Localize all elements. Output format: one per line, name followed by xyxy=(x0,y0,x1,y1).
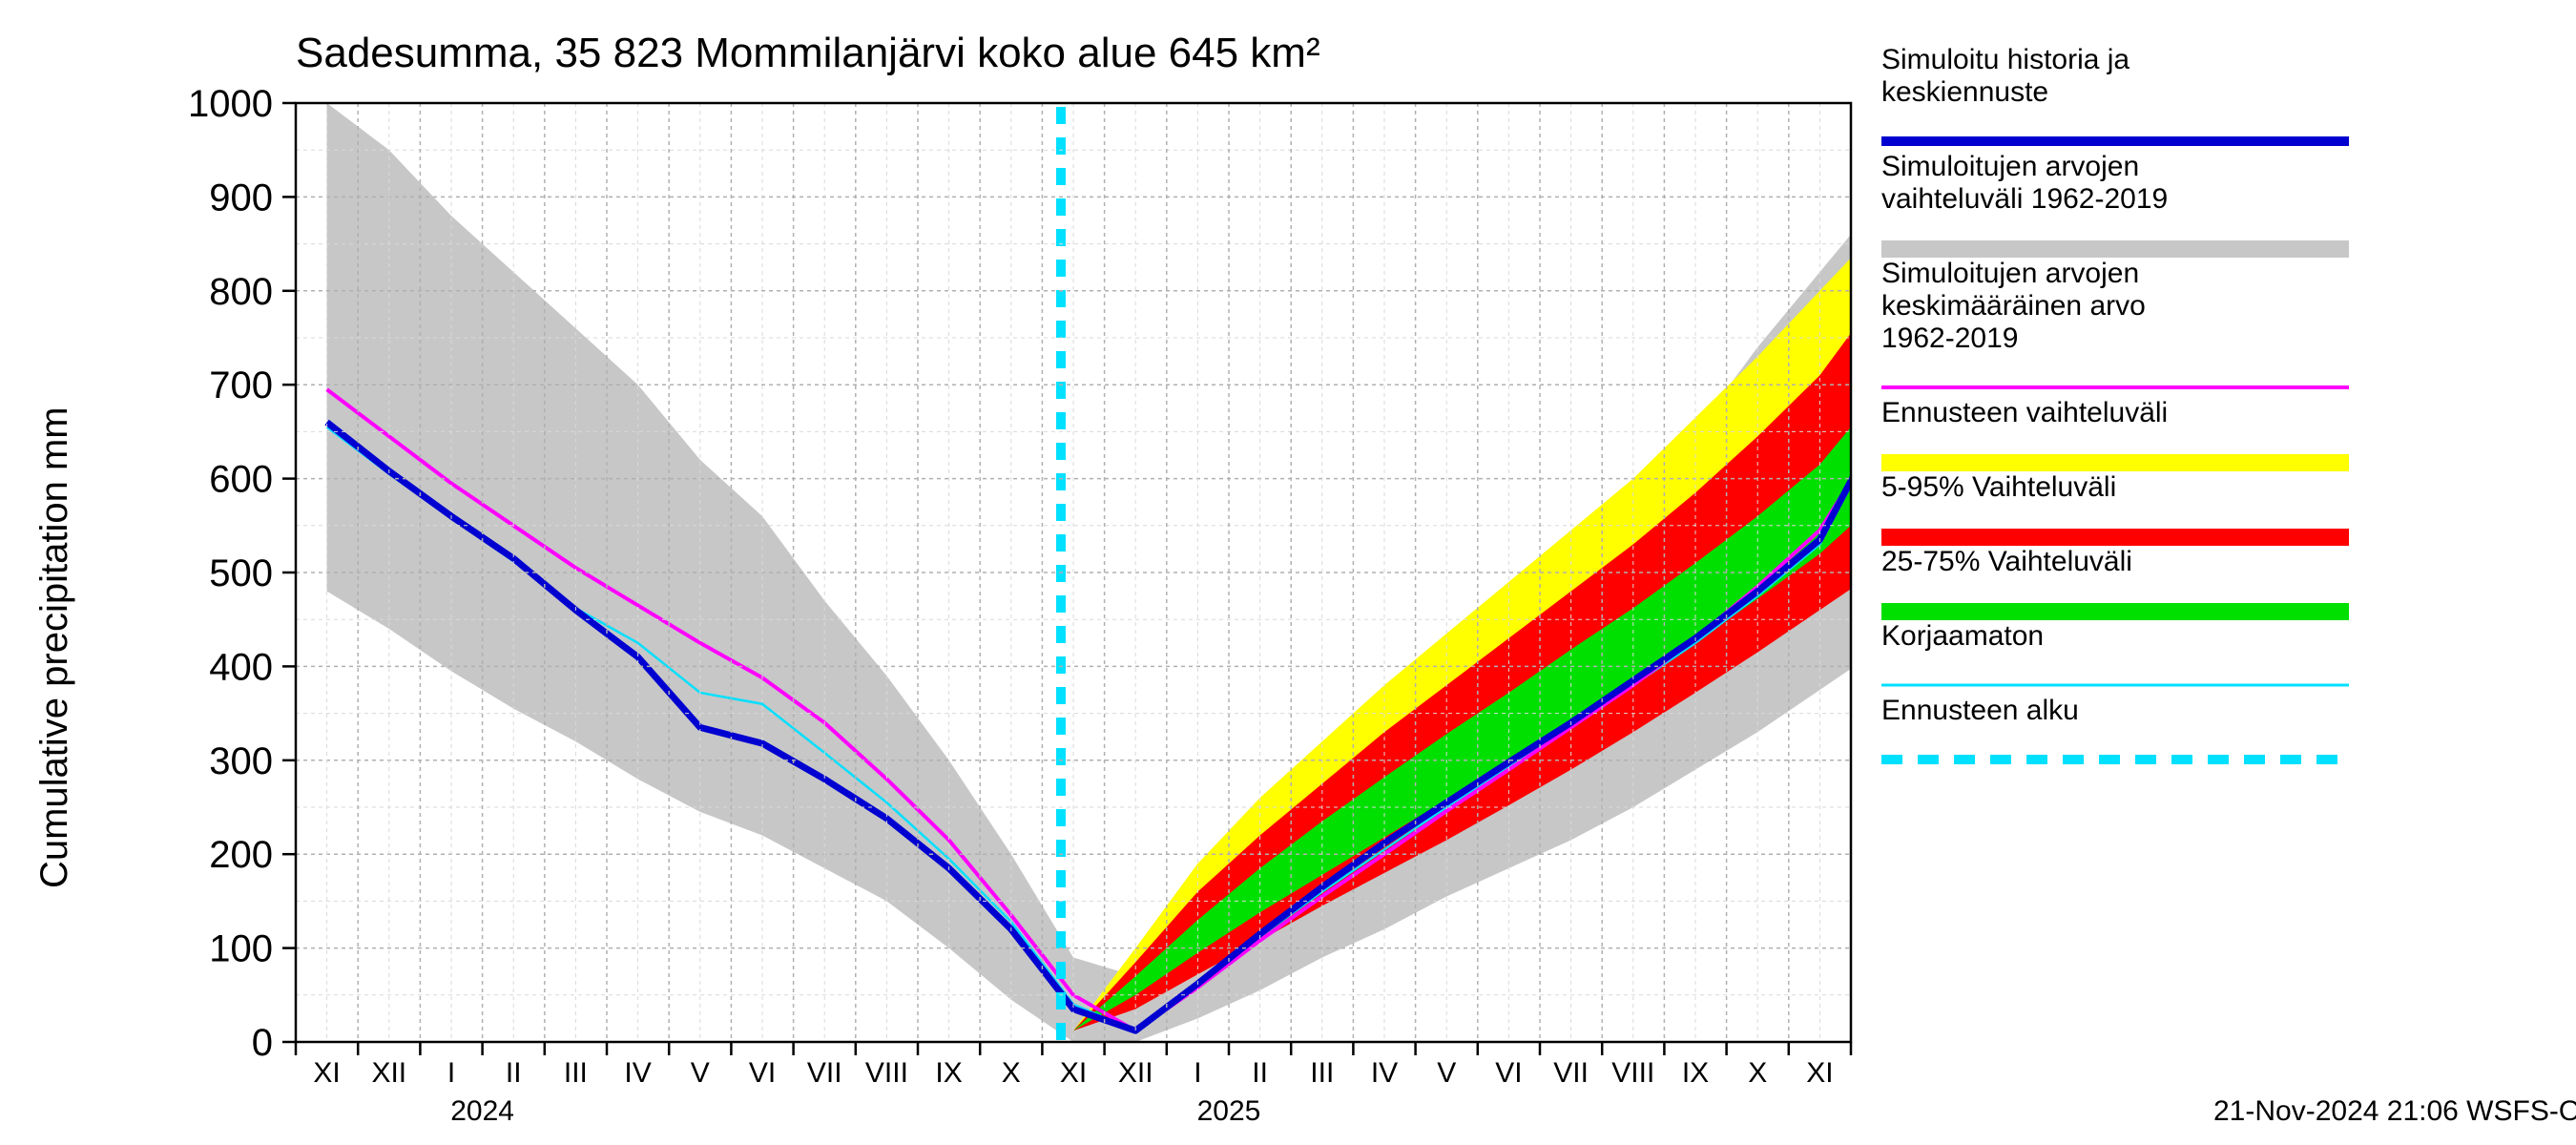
x-tick-label: XII xyxy=(371,1057,406,1089)
y-tick-label: 1000 xyxy=(188,83,273,125)
y-tick-label: 900 xyxy=(209,177,273,219)
x-tick-label: XII xyxy=(1118,1057,1153,1089)
x-tick-label: XI xyxy=(1806,1057,1833,1089)
x-tick-label: XI xyxy=(1060,1057,1087,1089)
x-tick-label: II xyxy=(506,1057,522,1089)
y-tick-label: 600 xyxy=(209,459,273,501)
x-tick-label: V xyxy=(1437,1057,1456,1089)
legend-label: keskiennuste xyxy=(1881,76,2048,108)
x-tick-label: VI xyxy=(1495,1057,1522,1089)
legend-swatch xyxy=(1881,529,2349,546)
legend-swatch xyxy=(1881,603,2349,620)
y-axis-label: Cumulative precipitation mm xyxy=(33,406,75,888)
y-tick-label: 500 xyxy=(209,552,273,594)
chart-container: 01002003004005006007008009001000XIXIIIII… xyxy=(0,0,2576,1145)
legend-label: 5-95% Vaihteluväli xyxy=(1881,471,2116,503)
x-tick-label: IX xyxy=(935,1057,962,1089)
x-year-label: 2024 xyxy=(450,1095,514,1127)
x-tick-label: VII xyxy=(807,1057,842,1089)
x-tick-label: II xyxy=(1252,1057,1268,1089)
y-tick-label: 300 xyxy=(209,740,273,782)
x-tick-label: III xyxy=(564,1057,588,1089)
x-tick-label: V xyxy=(691,1057,710,1089)
x-tick-label: VIII xyxy=(1611,1057,1654,1089)
x-tick-label: IV xyxy=(624,1057,651,1089)
legend-swatch xyxy=(1881,454,2349,471)
legend-label: 25-75% Vaihteluväli xyxy=(1881,546,2132,577)
legend-label: Simuloitu historia ja xyxy=(1881,44,2129,75)
legend-swatch xyxy=(1881,240,2349,258)
x-tick-label: XI xyxy=(313,1057,340,1089)
x-tick-label: VIII xyxy=(865,1057,908,1089)
chart-title: Sadesumma, 35 823 Mommilanjärvi koko alu… xyxy=(296,30,1320,76)
legend-label: keskimääräinen arvo xyxy=(1881,290,2146,322)
legend-label: 1962-2019 xyxy=(1881,323,2018,354)
legend-label: Korjaamaton xyxy=(1881,620,2044,652)
x-tick-label: VI xyxy=(749,1057,776,1089)
legend-label: Ennusteen vaihteluväli xyxy=(1881,397,2168,428)
legend-label: Simuloitujen arvojen xyxy=(1881,258,2139,289)
y-tick-label: 100 xyxy=(209,928,273,970)
x-tick-label: X xyxy=(1002,1057,1021,1089)
y-tick-label: 0 xyxy=(252,1022,273,1064)
x-tick-label: VII xyxy=(1553,1057,1589,1089)
x-tick-label: I xyxy=(447,1057,455,1089)
x-tick-label: III xyxy=(1310,1057,1334,1089)
y-tick-label: 800 xyxy=(209,271,273,313)
x-tick-label: X xyxy=(1748,1057,1767,1089)
x-tick-label: I xyxy=(1194,1057,1201,1089)
x-tick-label: IX xyxy=(1682,1057,1709,1089)
legend-label: vaihteluväli 1962-2019 xyxy=(1881,183,2168,215)
chart-svg: 01002003004005006007008009001000XIXIIIII… xyxy=(0,0,2576,1145)
chart-footer: 21-Nov-2024 21:06 WSFS-O xyxy=(2213,1095,2576,1127)
legend-label: Ennusteen alku xyxy=(1881,695,2079,726)
x-year-label: 2025 xyxy=(1197,1095,1261,1127)
y-tick-label: 700 xyxy=(209,364,273,406)
x-tick-label: IV xyxy=(1371,1057,1398,1089)
legend-label: Simuloitujen arvojen xyxy=(1881,151,2139,182)
y-tick-label: 200 xyxy=(209,834,273,876)
y-tick-label: 400 xyxy=(209,646,273,688)
